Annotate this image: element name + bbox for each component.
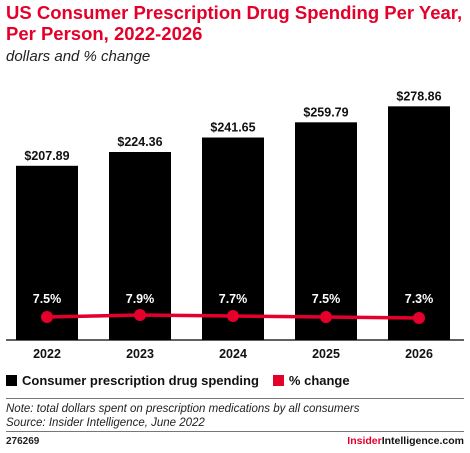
legend: Consumer prescription drug spending % ch… — [6, 373, 364, 388]
bar-2022 — [16, 165, 78, 340]
divider-bottom — [6, 431, 464, 432]
bar-value-label: $224.36 — [117, 135, 162, 149]
x-tick-label: 2022 — [33, 347, 61, 361]
pct-change-point — [320, 311, 332, 323]
bar-value-label: $241.65 — [210, 121, 255, 135]
divider-top — [6, 398, 464, 399]
pct-change-label: 7.9% — [126, 292, 155, 306]
bar-2026 — [388, 106, 450, 340]
brand-part-1: Insider — [347, 435, 382, 447]
bar-value-label: $207.89 — [24, 149, 69, 163]
x-tick-label: 2026 — [405, 347, 433, 361]
pct-change-point — [134, 309, 146, 321]
pct-change-label: 7.5% — [312, 292, 341, 306]
bar-value-label: $259.79 — [303, 105, 348, 119]
chart-subtitle: dollars and % change — [6, 48, 151, 65]
chart-title: US Consumer Prescription Drug Spending P… — [6, 2, 463, 44]
legend-item-spending: Consumer prescription drug spending — [6, 373, 259, 388]
x-tick-label: 2025 — [312, 347, 340, 361]
bar-2025 — [295, 122, 357, 340]
legend-item-change: % change — [272, 373, 350, 388]
bar-2024 — [202, 137, 264, 340]
pct-change-label: 7.7% — [219, 292, 248, 306]
bar-value-label: $278.86 — [396, 89, 441, 103]
x-tick-label: 2023 — [126, 347, 154, 361]
note-text: Note: total dollars spent on prescriptio… — [6, 403, 360, 415]
legend-label-change: % change — [288, 373, 350, 388]
pct-change-point — [227, 310, 239, 322]
chart-area: $207.89 2022 $224.36 2023 $241.65 2024 $259.79… — [6, 89, 464, 361]
brand-logo: InsiderIntelligence.com — [347, 435, 464, 447]
pct-change-label: 7.3% — [405, 292, 434, 306]
pct-change-label: 7.5% — [33, 292, 62, 306]
chart-id: 276269 — [6, 436, 40, 447]
bar-2023 — [109, 152, 171, 340]
legend-swatch-spending — [6, 375, 17, 386]
source-text: Source: Insider Intelligence, June 2022 — [6, 416, 205, 429]
pct-change-point — [41, 311, 53, 323]
pct-change-point — [413, 312, 425, 324]
x-tick-label: 2024 — [219, 347, 247, 361]
legend-label-spending: Consumer prescription drug spending — [22, 373, 259, 388]
footnote: Note: total dollars spent on prescriptio… — [6, 403, 359, 430]
brand-part-2: Intelligence.com — [381, 435, 464, 447]
legend-swatch-change — [272, 375, 284, 386]
